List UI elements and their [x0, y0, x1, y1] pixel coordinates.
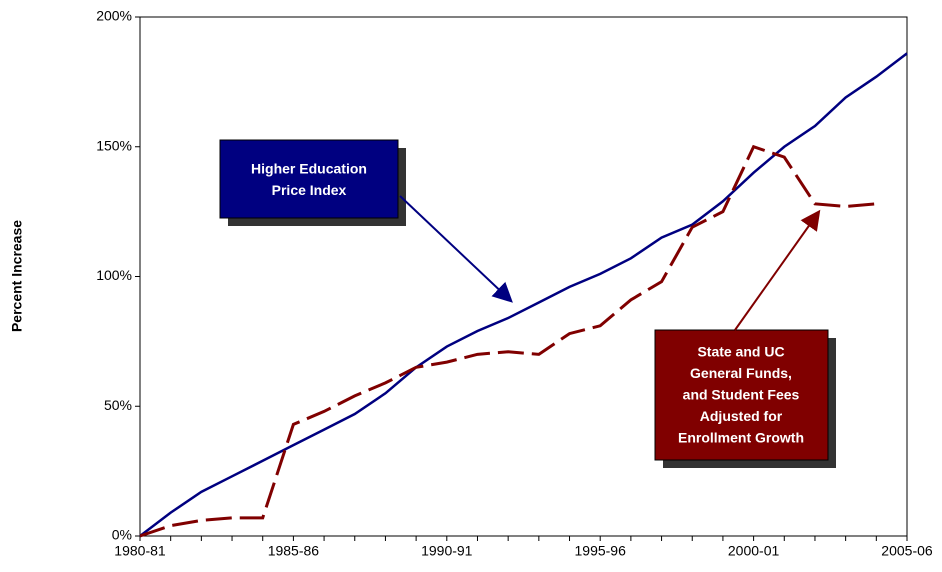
annotation-arrow: [399, 195, 513, 303]
annotation-text: General Funds,: [690, 365, 792, 381]
y-tick-label: 100%: [96, 267, 132, 283]
y-axis-label: Percent Increase: [9, 220, 25, 332]
annotation-text: Adjusted for: [700, 408, 783, 424]
annotation-text: Price Index: [272, 182, 347, 198]
x-tick-label: 1980-81: [114, 543, 166, 559]
y-tick-label: 200%: [96, 8, 132, 24]
x-tick-label: 2000-01: [728, 543, 780, 559]
y-tick-label: 150%: [96, 137, 132, 153]
y-tick-label: 0%: [112, 527, 132, 543]
annotation-text: State and UC: [697, 344, 784, 360]
x-tick-label: 1990-91: [421, 543, 473, 559]
x-tick-label: 1995-96: [575, 543, 627, 559]
x-tick-label: 1985-86: [268, 543, 320, 559]
x-tick-label: 2005-06: [881, 543, 933, 559]
y-tick-label: 50%: [104, 397, 132, 413]
annotation-box: [654, 329, 829, 461]
annotation-text: Enrollment Growth: [678, 430, 804, 446]
annotation-text: and Student Fees: [683, 387, 800, 403]
annotation-text: Higher Education: [251, 161, 367, 177]
annotation-box: [219, 139, 399, 219]
annotation-arrow: [734, 209, 821, 331]
series-line: [139, 52, 908, 537]
series-line: [139, 144, 877, 538]
